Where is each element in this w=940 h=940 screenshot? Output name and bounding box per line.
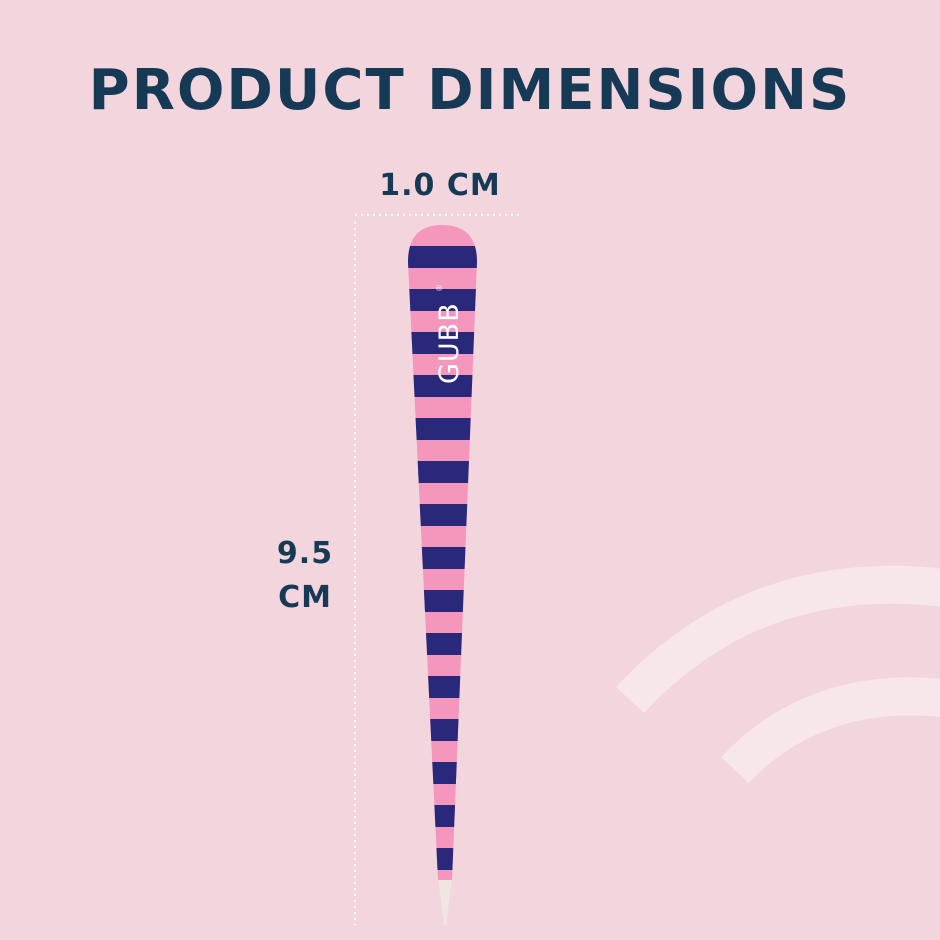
tweezer-stripe	[408, 504, 477, 526]
tweezer-stripe	[408, 418, 477, 440]
svg-text:®: ®	[435, 284, 444, 292]
tweezer-metal-tip	[438, 878, 452, 926]
tweezer-stripe	[408, 633, 477, 655]
width-label: 1.0 CM	[379, 168, 501, 203]
tweezer-stripe	[408, 719, 477, 741]
tweezer-stripe	[408, 246, 477, 268]
tweezer-stripe	[408, 676, 477, 698]
height-label: 9.5 CM	[250, 532, 360, 620]
page-title: PRODUCT DIMENSIONS	[88, 58, 852, 123]
height-unit: CM	[278, 580, 332, 615]
tweezer-stripe	[408, 547, 477, 569]
height-value: 9.5	[276, 536, 334, 571]
brand-logo: GUBB ®	[434, 284, 465, 384]
tweezer-stripe	[408, 805, 477, 827]
tweezer-stripe	[408, 848, 477, 870]
tweezer-stripe	[408, 590, 477, 612]
tweezer-stripe	[408, 375, 477, 397]
tweezer-stripe	[408, 762, 477, 784]
tweezer-stripe	[408, 332, 477, 354]
tweezer-stripe	[408, 289, 477, 311]
decorative-arcs	[616, 565, 940, 784]
svg-text:GUBB: GUBB	[434, 302, 465, 384]
tweezer-stripe	[408, 461, 477, 483]
